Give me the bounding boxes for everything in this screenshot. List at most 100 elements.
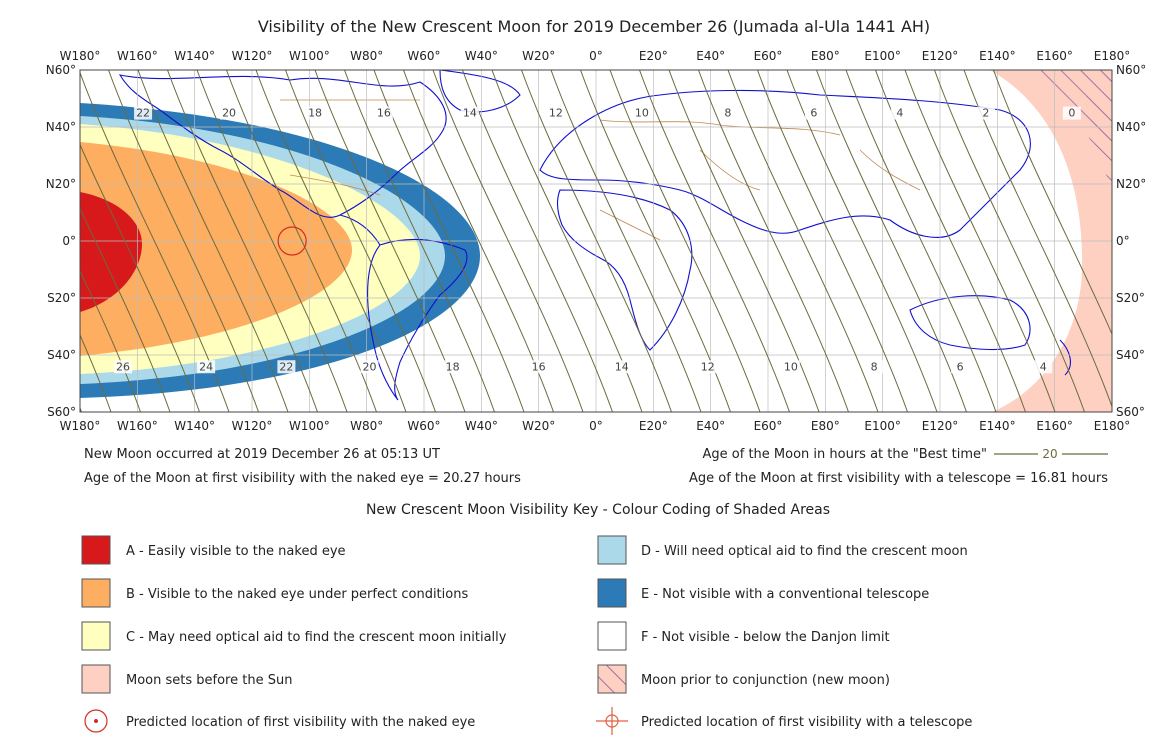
contour-label-bg — [718, 106, 737, 120]
coastlines — [118, 70, 1071, 401]
circle-dot-icon — [84, 709, 108, 733]
age-contour-line — [521, 70, 672, 412]
circle-dot-center — [94, 719, 98, 723]
contour-label-bg — [546, 106, 565, 120]
lon-label-top: W180° — [60, 49, 101, 63]
lon-label-bottom: W160° — [117, 419, 158, 433]
lat-label-right: N20° — [1116, 177, 1146, 191]
lon-label-top: E40° — [696, 49, 725, 63]
contour-label-bg — [134, 106, 153, 120]
lon-label-bottom: W60° — [407, 419, 440, 433]
key-item-f: F - Not visible - below the Danjon limit — [597, 621, 890, 651]
best-time-sample-bg — [1038, 446, 1062, 460]
age-contour-line — [0, 70, 52, 412]
key-label-naked-eye-marker: Predicted location of first visibility w… — [126, 715, 475, 730]
latitude-labels-right: N60° N40° N20° 0° S20° S40° S60° — [1116, 63, 1146, 419]
graticule — [80, 70, 1112, 412]
lon-label-top: E80° — [811, 49, 840, 63]
lat-label-left: S40° — [47, 348, 76, 362]
map-panel: 22 20 18 16 14 12 10 8 6 4 2 026 24 22 20 18 16 14 12 10 8 6 4… — [0, 49, 1147, 433]
lon-label-bottom: W120° — [232, 419, 273, 433]
contour-label: 6 — [810, 107, 817, 120]
crosshair-icon — [596, 707, 628, 735]
key-label-prior: Moon prior to conjunction (new moon) — [641, 673, 890, 688]
lon-label-top: E60° — [754, 49, 783, 63]
lon-label-top: W120° — [232, 49, 273, 63]
contour-label: 18 — [308, 107, 322, 120]
age-contour-line — [137, 70, 289, 412]
key-item-telescope-marker: Predicted location of first visibility w… — [596, 707, 972, 735]
contour-label: 2 — [982, 107, 989, 120]
key-swatch-f — [597, 621, 627, 651]
contour-label: 12 — [701, 360, 715, 373]
contour-label-bg — [460, 106, 479, 120]
key-item-a: A - Easily visible to the naked eye — [81, 535, 346, 565]
lon-label-bottom: W100° — [289, 419, 330, 433]
age-contour-line — [0, 70, 23, 412]
borders — [280, 99, 921, 241]
age-contour-line — [934, 70, 1085, 412]
contour-label-bg — [951, 360, 970, 374]
contour-label-bg — [529, 360, 548, 374]
key-item-e: E - Not visible with a conventional tele… — [597, 578, 929, 608]
age-contour-line — [993, 70, 1112, 336]
lon-label-bottom: E20° — [639, 419, 668, 433]
lon-label-bottom: E60° — [754, 419, 783, 433]
contour-label-bg — [781, 360, 800, 374]
key-item-b: B - Visible to the naked eye under perfe… — [81, 578, 468, 608]
zone-b-naked-eye-perfect — [80, 142, 352, 356]
age-contour-line — [167, 70, 318, 412]
contour-label: 8 — [871, 360, 878, 373]
contour-label-bg — [976, 106, 995, 120]
contour-label-bg — [1034, 360, 1053, 374]
lon-label-top: E140° — [979, 49, 1016, 63]
lat-label-left: S20° — [47, 291, 76, 305]
contour-label-bg — [698, 360, 717, 374]
lon-label-top: W40° — [465, 49, 498, 63]
key-label-b: B - Visible to the naked eye under perfe… — [126, 587, 468, 602]
lon-label-bottom: 0° — [589, 419, 603, 433]
lon-label-bottom: E140° — [979, 419, 1016, 433]
contour-label-bg — [612, 360, 631, 374]
lon-label-top: 0° — [589, 49, 603, 63]
longitude-labels-bottom: W180° W160° W140° W120° W100° W80° W60° W40° W20… — [60, 419, 1131, 433]
contour-label: 24 — [199, 360, 213, 373]
key-item-d: D - Will need optical aid to find the cr… — [597, 535, 968, 565]
naked-eye-first-visibility-marker — [277, 226, 307, 256]
lon-label-top: E120° — [922, 49, 959, 63]
lon-label-top: E100° — [864, 49, 901, 63]
lat-label-left: S60° — [47, 405, 76, 419]
lon-label-bottom: W140° — [174, 419, 215, 433]
lat-label-left: N20° — [46, 177, 76, 191]
contour-label: 0 — [1068, 107, 1075, 120]
lon-label-bottom: E120° — [922, 419, 959, 433]
age-contour-line — [609, 70, 761, 412]
key-swatch-d — [597, 535, 627, 565]
lat-label-right: S40° — [1116, 348, 1145, 362]
age-contour-line — [344, 70, 495, 412]
key-label-e: E - Not visible with a conventional tele… — [641, 587, 929, 602]
lat-label-right: 0° — [1116, 234, 1130, 248]
lat-label-right: N60° — [1116, 63, 1146, 77]
zone-a-easily-visible — [80, 192, 142, 312]
key-item-prior: Moon prior to conjunction (new moon) — [597, 664, 890, 694]
key-swatch-a — [81, 535, 111, 565]
contour-label-bg — [890, 106, 909, 120]
contour-label: 12 — [549, 107, 563, 120]
naked-eye-age: Age of the Moon at first visibility with… — [84, 471, 521, 486]
lon-label-bottom: W20° — [522, 419, 555, 433]
key-swatch-c — [81, 621, 111, 651]
contour-label: 14 — [615, 360, 629, 373]
contour-label: 16 — [377, 107, 391, 120]
contour-label: 22 — [279, 360, 293, 373]
age-contour-line — [845, 70, 997, 412]
contour-label-bg — [220, 106, 239, 120]
lat-label-left: 0° — [62, 234, 76, 248]
lat-label-left: N40° — [46, 120, 76, 134]
contour-label-bg — [632, 106, 651, 120]
lon-label-top: E20° — [639, 49, 668, 63]
age-contour-line — [816, 70, 967, 412]
lon-label-bottom: E160° — [1036, 419, 1073, 433]
key-swatch-sets — [81, 664, 111, 694]
